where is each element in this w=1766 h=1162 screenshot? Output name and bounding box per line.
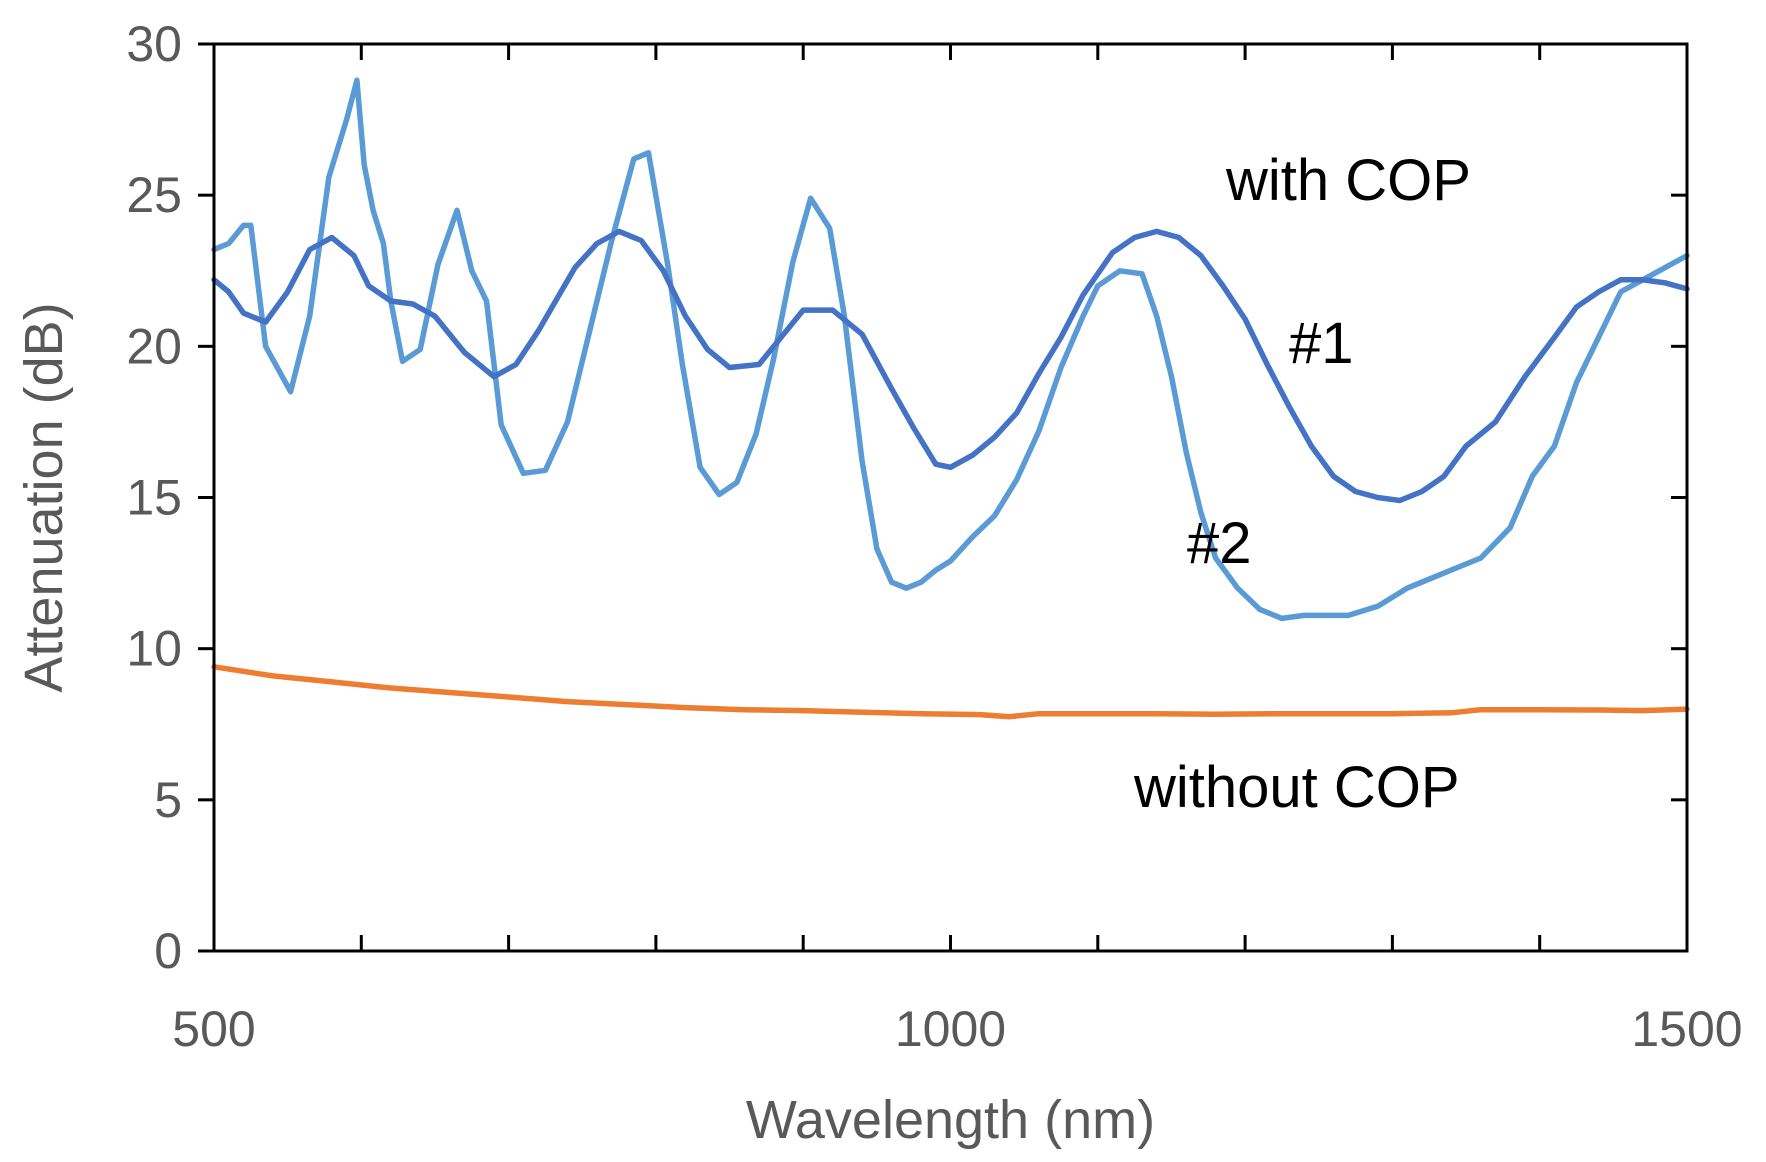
- y-tick-label: 10: [126, 621, 182, 677]
- x-tick-label: 1000: [895, 1001, 1006, 1057]
- series-line-2: [211, 77, 1690, 622]
- annotation-series1: #1: [1289, 311, 1354, 376]
- x-tick-label: 1500: [1631, 1001, 1742, 1057]
- y-tick-label: 20: [126, 318, 182, 374]
- y-axis-title: Attenuation (dB): [14, 302, 74, 692]
- series-layer: [211, 77, 1690, 720]
- y-tick-label: 15: [126, 470, 182, 526]
- series-line-1: [211, 228, 1690, 504]
- annotation-series2: #2: [1187, 511, 1252, 576]
- label-layer: 0 5 10 15 20 25 30 500 1000 1500 Wavelength (nm) At…: [14, 16, 1743, 1150]
- y-tick-label: 5: [154, 772, 182, 828]
- x-tick-label: 500: [172, 1001, 255, 1057]
- annotation-with-cop: with COP: [1225, 148, 1471, 213]
- annotation-without-cop: without COP: [1133, 755, 1460, 820]
- y-tick-label: 30: [126, 16, 182, 72]
- tick-layer: [198, 42, 1689, 953]
- y-tick-label: 0: [154, 923, 182, 979]
- series-line-3: [211, 664, 1690, 720]
- x-axis-title: Wavelength (nm): [746, 1090, 1155, 1150]
- y-tick-label: 25: [126, 167, 182, 223]
